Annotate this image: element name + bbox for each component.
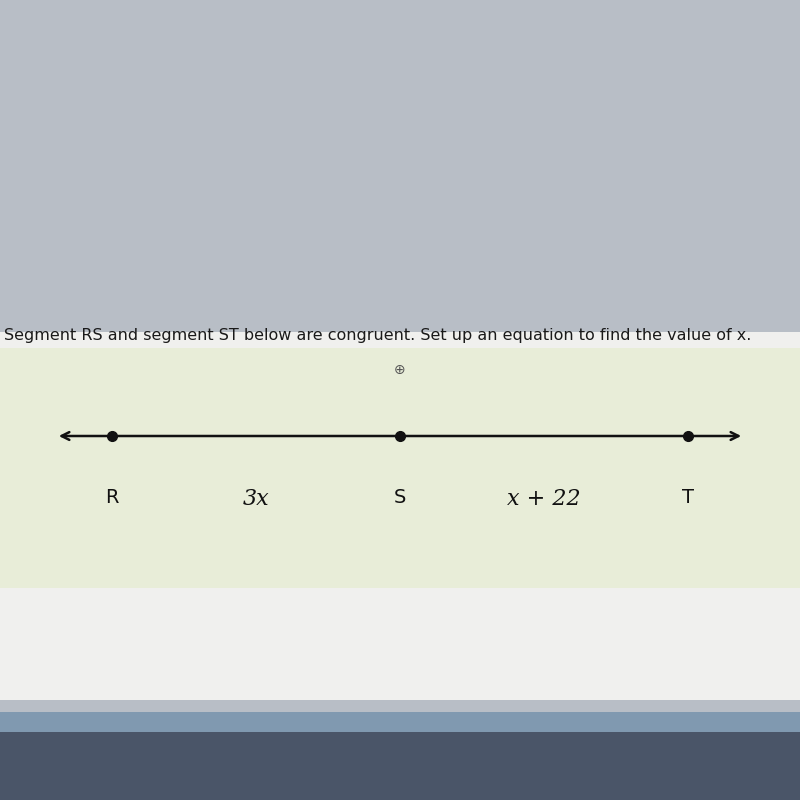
Text: ⊕: ⊕ [394,362,406,377]
Text: R: R [106,488,118,507]
Text: x + 22: x + 22 [507,488,581,510]
Text: Segment RS and segment ST below are congruent. Set up an equation to find the va: Segment RS and segment ST below are cong… [4,328,751,343]
Text: S: S [394,488,406,507]
Bar [0,332,800,700]
Bar [0,348,800,588]
Text: 3x: 3x [242,488,270,510]
Text: T: T [682,488,694,507]
Bar [0,712,800,732]
Bar [0,732,800,800]
